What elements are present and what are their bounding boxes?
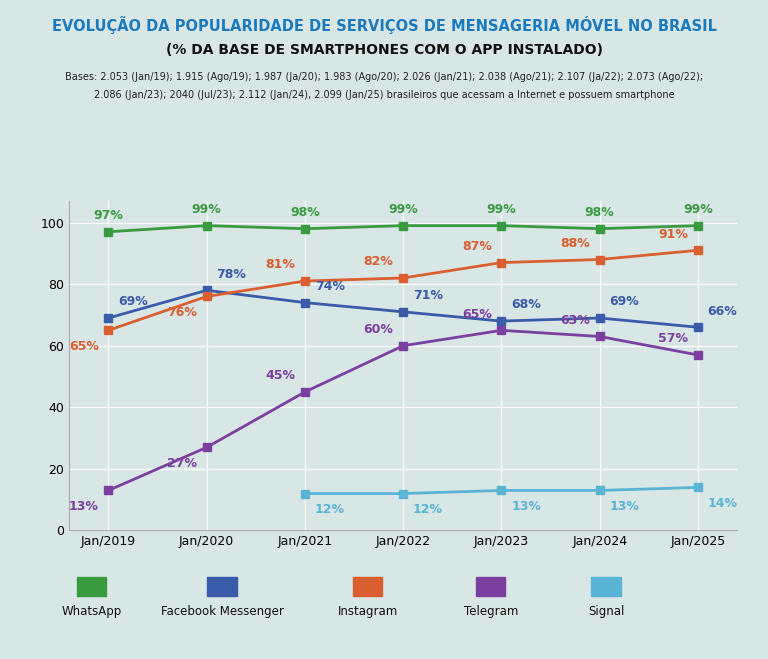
Text: Facebook Messenger: Facebook Messenger [161, 605, 283, 618]
Text: 78%: 78% [217, 268, 247, 281]
Text: Instagram: Instagram [338, 605, 398, 618]
Text: 65%: 65% [462, 308, 492, 321]
Text: 82%: 82% [363, 255, 393, 268]
Text: 45%: 45% [265, 369, 295, 382]
Text: 27%: 27% [167, 457, 197, 470]
Text: 63%: 63% [560, 314, 590, 327]
Text: 12%: 12% [413, 503, 443, 516]
Text: 13%: 13% [511, 500, 541, 513]
Text: 98%: 98% [290, 206, 319, 219]
Text: 81%: 81% [265, 258, 295, 272]
Text: 97%: 97% [94, 209, 124, 222]
Text: 74%: 74% [315, 280, 345, 293]
Text: 98%: 98% [585, 206, 614, 219]
Text: 76%: 76% [167, 306, 197, 319]
Text: 13%: 13% [610, 500, 639, 513]
Text: WhatsApp: WhatsApp [61, 605, 121, 618]
Text: 65%: 65% [69, 340, 99, 353]
Text: EVOLUÇÃO DA POPULARIDADE DE SERVIÇOS DE MENSAGERIA MÓVEL NO BRASIL: EVOLUÇÃO DA POPULARIDADE DE SERVIÇOS DE … [51, 16, 717, 34]
Text: 2.086 (Jan/23); 2040 (Jul/23); 2.112 (Jan/24), 2.099 (Jan/25) brasileiros que ac: 2.086 (Jan/23); 2040 (Jul/23); 2.112 (Ja… [94, 90, 674, 100]
Text: 14%: 14% [707, 497, 738, 510]
Text: 13%: 13% [69, 500, 99, 513]
Text: 99%: 99% [683, 203, 713, 216]
Text: 57%: 57% [658, 332, 688, 345]
Text: 88%: 88% [560, 237, 590, 250]
Text: 60%: 60% [363, 323, 393, 336]
Text: 12%: 12% [315, 503, 345, 516]
Text: Telegram: Telegram [464, 605, 518, 618]
Text: 99%: 99% [487, 203, 516, 216]
Text: 69%: 69% [610, 295, 639, 308]
Text: Bases: 2.053 (Jan/19); 1.915 (Ago/19); 1.987 (Ja/20); 1.983 (Ago/20); 2.026 (Jan: Bases: 2.053 (Jan/19); 1.915 (Ago/19); 1… [65, 72, 703, 82]
Text: 66%: 66% [707, 304, 737, 318]
Text: Signal: Signal [588, 605, 624, 618]
Text: 91%: 91% [658, 227, 688, 241]
Text: 99%: 99% [389, 203, 418, 216]
Text: 69%: 69% [118, 295, 148, 308]
Text: 71%: 71% [413, 289, 443, 302]
Text: (% DA BASE DE SMARTPHONES COM O APP INSTALADO): (% DA BASE DE SMARTPHONES COM O APP INST… [165, 43, 603, 57]
Text: 99%: 99% [192, 203, 221, 216]
Text: 87%: 87% [462, 240, 492, 253]
Text: 68%: 68% [511, 299, 541, 311]
